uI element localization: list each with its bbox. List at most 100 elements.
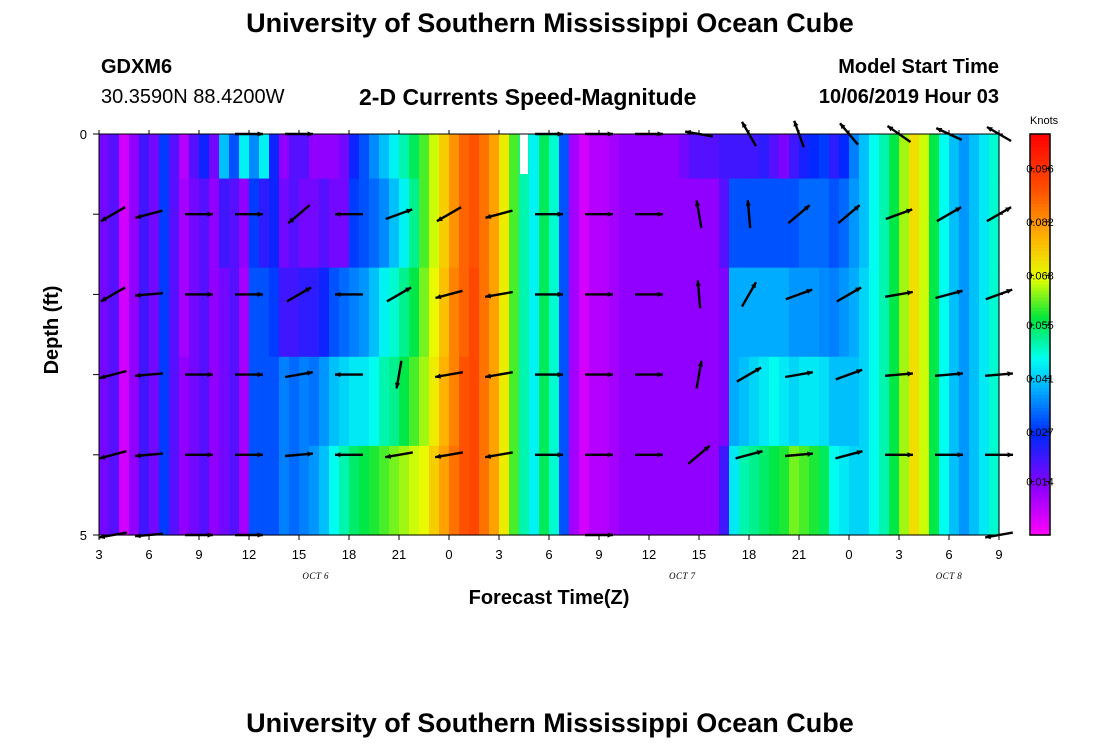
colorbar-swatch [1030, 498, 1050, 503]
heatmap-cell [159, 356, 170, 447]
heatmap-cell [249, 267, 260, 358]
heatmap-cell [689, 445, 700, 536]
colorbar-swatch [1030, 518, 1050, 523]
heatmap-cell [129, 178, 140, 269]
heatmap-cell [449, 178, 460, 269]
heatmap-cell [789, 267, 800, 358]
colorbar-swatch [1030, 311, 1050, 316]
heatmap-cell [469, 356, 480, 447]
station-id: GDXM6 [101, 56, 173, 78]
heatmap-cell [749, 178, 760, 269]
heatmap-cell [409, 134, 420, 180]
heatmap-cell [289, 134, 300, 180]
heatmap-cell [249, 134, 260, 180]
x-tick-label: 12 [242, 547, 256, 562]
heatmap-cell [219, 267, 230, 358]
heatmap-cell [699, 178, 710, 269]
heatmap-cell [609, 445, 620, 536]
heatmap-cell [869, 134, 880, 180]
current-vector [435, 289, 463, 300]
current-vector [100, 206, 126, 223]
heatmap-cell [669, 134, 680, 180]
colorbar-swatch [1030, 324, 1050, 329]
colorbar-tick-label: 0.068 [1026, 270, 1054, 282]
vector-head [657, 211, 663, 217]
current-vector [585, 452, 613, 458]
heatmap-cell [569, 356, 580, 447]
heatmap-cell [249, 356, 260, 447]
date-label: OCT 7 [669, 571, 696, 581]
vector-head [1006, 289, 1013, 294]
vector-head [257, 372, 263, 378]
heatmap-cell [179, 267, 190, 358]
heatmap-cell [119, 267, 130, 358]
colorbar-swatch [1030, 244, 1050, 249]
heatmap-cell [109, 134, 120, 180]
heatmap-cell [639, 178, 650, 269]
heatmap-cell [959, 356, 970, 447]
heatmap-cell [139, 134, 150, 180]
current-vector [835, 450, 863, 460]
current-vector [694, 200, 703, 229]
heatmap-cell [769, 134, 780, 180]
colorbar-swatch [1030, 484, 1050, 489]
heatmap-cell [779, 356, 790, 447]
heatmap-cell [579, 178, 590, 269]
heatmap-cell [649, 267, 660, 358]
heatmap-cell [529, 267, 540, 358]
current-vector [484, 290, 514, 299]
current-vector [185, 372, 213, 378]
heatmap-cell [419, 178, 430, 269]
current-vector [335, 372, 363, 378]
heatmap-cell [359, 178, 370, 269]
heatmap-cell [509, 134, 520, 180]
heatmap-cell [629, 178, 640, 269]
heatmap-cell [319, 356, 330, 447]
heatmap-cell [589, 178, 600, 269]
heatmap-cell [669, 178, 680, 269]
heatmap-cell [699, 134, 710, 180]
vector-head [806, 289, 813, 294]
heatmap-cell [179, 445, 190, 536]
current-vector [884, 290, 914, 298]
heatmap-cell [879, 267, 890, 358]
vector-head [853, 205, 860, 211]
heatmap-cell [879, 178, 890, 269]
vector-head [807, 370, 813, 376]
model-start-value: 10/06/2019 Hour 03 [818, 86, 999, 108]
heatmap-cell [769, 356, 780, 447]
heatmap-cell [339, 445, 350, 536]
heatmap-cell [929, 178, 940, 269]
heatmap-cell [489, 134, 500, 180]
colorbar-swatch [1030, 140, 1050, 145]
heatmap-cell [789, 134, 800, 180]
heatmap-cell [959, 134, 970, 180]
vector-head [436, 216, 443, 222]
heatmap-cell [399, 178, 410, 269]
heatmap-cell [469, 134, 480, 180]
vector-head [557, 372, 563, 378]
colorbar-swatch [1030, 207, 1050, 212]
heatmap-cell [709, 445, 720, 536]
heatmap-cell [819, 356, 830, 447]
heatmap-cell [679, 134, 690, 180]
heatmap-cell [189, 134, 200, 180]
current-vector [884, 371, 914, 377]
heatmap-cell [129, 445, 140, 536]
heatmap-cell [619, 134, 630, 180]
heatmap-cell [829, 356, 840, 447]
heatmap-cell [389, 267, 400, 358]
heatmap-cell [899, 134, 910, 180]
heatmap-cell [209, 356, 220, 447]
x-tick-label: 12 [642, 547, 656, 562]
colorbar-swatch [1030, 321, 1050, 326]
vector-head [936, 128, 943, 133]
current-vector [235, 211, 263, 217]
heatmap-cell [499, 134, 510, 180]
heatmap-cell [679, 178, 690, 269]
colorbar-swatch [1030, 394, 1050, 399]
heatmap-cell [459, 445, 470, 536]
heatmap-cell [459, 356, 470, 447]
heatmap-cell [989, 445, 1000, 536]
heatmap-cell [119, 445, 130, 536]
